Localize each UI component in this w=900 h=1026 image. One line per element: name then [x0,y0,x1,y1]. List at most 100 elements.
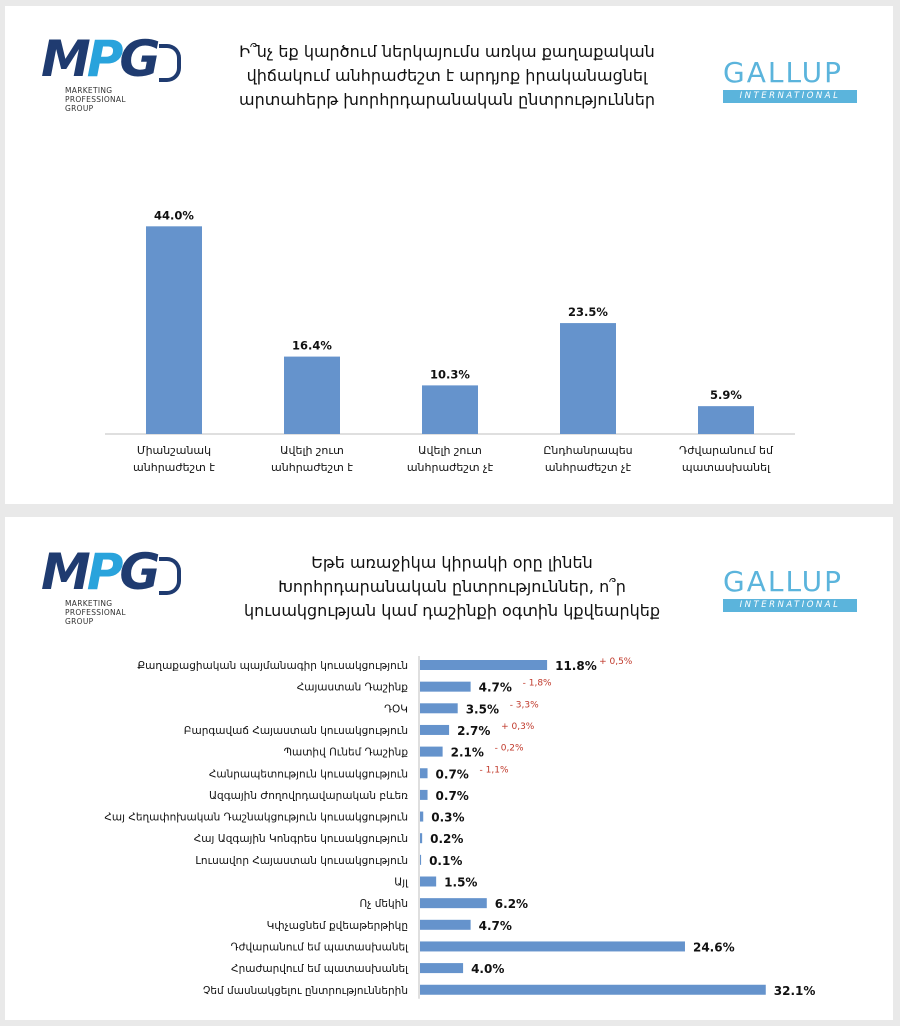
x-tick-label-line: անհրաժեշտ չէ [407,461,494,474]
data-label: 4.7% [479,919,512,933]
x-tick-label-line: Դժվարանում եմ [679,444,774,457]
data-label: 10.3% [430,367,470,381]
logo-letter-p: P [86,543,124,601]
bar [420,660,548,670]
gallup-subtitle: INTERNATIONAL [723,90,857,103]
y-tick-label: Այլ [394,877,409,889]
gallup-subtitle: INTERNATIONAL [723,599,857,612]
gallup-wordmark: GALLUP [723,56,844,89]
bar [420,746,443,757]
y-tick-label: Բարգավաճ Հայաստան կուսակցություն [184,725,408,737]
bar [420,876,437,887]
bar [420,898,487,909]
bar [420,789,428,800]
data-label: 3.5% [466,702,499,716]
data-label: 4.0% [471,962,504,976]
bar [420,768,428,779]
change-label: - 0,2% [495,744,524,754]
bar [698,406,754,434]
x-tick-label: Միանշանակ անհրաժեշտ է [133,444,215,474]
bar [420,724,450,735]
mpg-logo: MPG MARKETING PROFESSIONAL GROUP [41,547,191,637]
x-tick-label-line: Միանշանակ [137,444,211,457]
gallup-logo: GALLUP INTERNATIONAL [723,58,857,103]
data-label: 32.1% [774,984,816,998]
slide-bottom: MPG MARKETING PROFESSIONAL GROUP Եթե առա… [5,517,893,1020]
change-label: + 0,3% [501,722,535,732]
bar [420,941,685,952]
x-tick-label-line: Ընդհանրապես [543,444,632,457]
logo-subtitle: MARKETING PROFESSIONAL GROUP [65,86,126,113]
x-tick-label: Ընդհանրապես անհրաժեշտ չէ [543,444,632,474]
bar [420,833,423,844]
y-tick-label: Ոչ մեկին [359,898,408,910]
bar [560,323,616,434]
change-label: - 1,1% [480,765,509,775]
data-label: 0.7% [436,767,469,781]
y-tick-label: Ազգային Ժողովրդավարական բևեռ [209,790,408,802]
horizontal-bar-chart: Քաղաքացիական պայմանագիր կուսակցություն 11… [104,656,816,999]
mpg-logo: MPG MARKETING PROFESSIONAL GROUP [41,34,191,124]
y-tick-label: Դժվարանում եմ պատասխանել [231,941,409,953]
gallup-wordmark: GALLUP [723,565,844,598]
y-tick-label: ԴՕԿ [384,703,408,715]
data-label: 5.9% [710,388,742,402]
data-label: 23.5% [568,305,608,319]
data-label: 6.2% [495,897,528,911]
bar [420,984,766,995]
bar [146,226,202,434]
data-label: 2.1% [451,746,484,760]
data-label: 24.6% [693,940,735,954]
change-label: + 0,5% [599,657,633,667]
vertical-bar-chart: 44.0% Միանշանակ անհրաժեշտ է 16.4% Ավելի շուտ… [105,208,795,474]
slide-top: MPG MARKETING PROFESSIONAL GROUP Ի՞նչ եք… [5,6,893,504]
bar [420,703,458,714]
y-tick-label: Հանրապետություն կուսակցություն [209,768,408,780]
y-tick-label: Հրաժարվում եմ պատասխանել [231,963,409,975]
change-label: - 1,8% [523,679,552,689]
y-tick-label: Չեմ մասնակցելու ընտրություններին [203,985,408,997]
logo-letter-g: G [119,543,160,601]
bar [420,681,471,692]
x-tick-label-line: անհրաժեշտ չէ [545,461,632,474]
y-tick-label: Քաղաքացիական պայմանագիր կուսակցություն [137,660,408,672]
x-tick-label-line: անհրաժեշտ է [133,461,215,474]
data-label: 1.5% [444,876,477,890]
bar [284,356,340,434]
data-label: 11.8% [555,659,597,673]
chart-title: Եթե առաջիկա կիրակի օրը լինեն Խորհրդարանա… [243,553,661,620]
bar [420,811,424,822]
data-label: 0.3% [431,811,464,825]
logo-letter-p: P [86,30,124,88]
data-label: 44.0% [154,208,194,222]
y-tick-label: Պատիվ Ունեմ Դաշինք [284,747,409,759]
logo-letter-m: M [41,30,91,88]
x-tick-label-line: Ավելի շուտ [280,444,344,457]
data-label: 0.7% [436,789,469,803]
x-tick-label: Ավելի շուտ անհրաժեշտ չէ [407,444,494,474]
x-tick-label: Դժվարանում եմ պատասխանել [679,444,774,474]
data-label: 0.1% [429,854,462,868]
y-tick-label: Հայ Հեղափոխական Դաշնակցություն կուսակցու… [104,812,408,824]
y-tick-label: Հայ Ազգային Կոնգրես կուսակցություն [194,833,408,845]
change-label: - 3,3% [510,700,539,710]
x-tick-label: Ավելի շուտ անհրաժեշտ է [271,444,353,474]
x-tick-label-line: պատասխանել [682,461,771,474]
logo-letter-m: M [41,543,91,601]
y-tick-label: Կփչացնեմ քվեաթերթիկը [267,920,408,932]
gallup-logo: GALLUP INTERNATIONAL [723,567,857,612]
bar [420,919,471,930]
x-tick-label-line: Ավելի շուտ [418,444,482,457]
data-label: 2.7% [457,724,490,738]
data-label: 4.7% [479,681,512,695]
bar [422,385,478,434]
x-tick-label-line: անհրաժեշտ է [271,461,353,474]
y-tick-label: Լուսավոր Հայաստան կուսակցություն [195,855,408,867]
bar [420,854,422,865]
logo-letter-g: G [119,30,160,88]
chart-title: Ի՞նչ եք կարծում ներկայումս առկա քաղաքակա… [239,42,655,109]
logo-subtitle: MARKETING PROFESSIONAL GROUP [65,599,126,626]
data-label: 0.2% [430,832,463,846]
y-tick-label: Հայաստան Դաշինք [297,682,409,694]
bar [420,963,464,974]
